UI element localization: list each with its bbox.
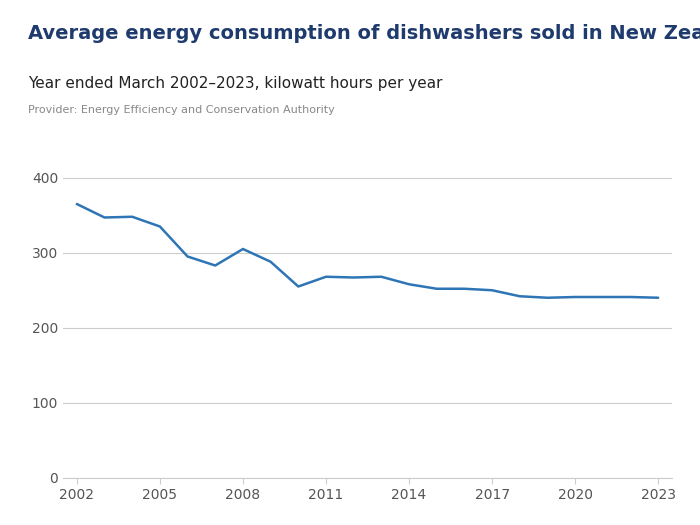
Text: Average energy consumption of dishwashers sold in New Zealand: Average energy consumption of dishwasher… xyxy=(28,24,700,43)
Text: Provider: Energy Efficiency and Conservation Authority: Provider: Energy Efficiency and Conserva… xyxy=(28,105,335,115)
Text: Year ended March 2002–2023, kilowatt hours per year: Year ended March 2002–2023, kilowatt hou… xyxy=(28,76,442,91)
Text: figure.nz: figure.nz xyxy=(582,21,667,39)
